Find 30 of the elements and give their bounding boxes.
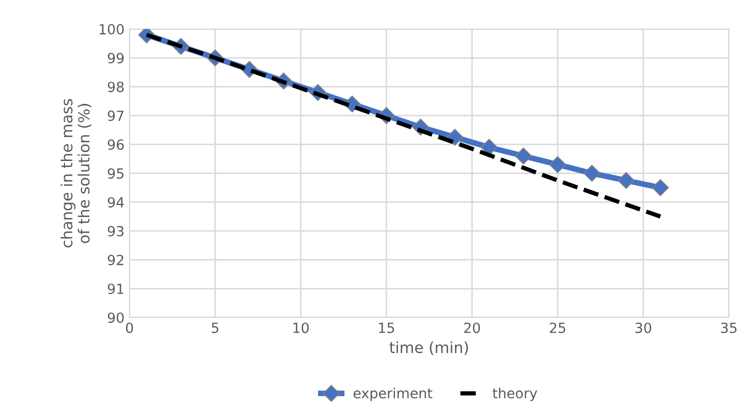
point	[446, 128, 464, 146]
x-tick-label: 25	[550, 322, 566, 334]
point	[549, 156, 566, 174]
x-tick-label: 30	[635, 322, 652, 334]
x-tick-label: 0	[126, 322, 133, 334]
point	[514, 148, 532, 164]
y-tick-label: 97	[108, 110, 124, 122]
y-tick-label: 93	[108, 226, 124, 236]
x-axis-title: time (min)	[390, 341, 468, 355]
x-tick-label: 15	[379, 322, 394, 334]
point	[652, 179, 669, 196]
y-tick-label: 95	[108, 168, 124, 179]
y-tick-label: 90	[108, 312, 124, 323]
y-axis-title: change in the mass of the solution (%)	[60, 99, 92, 248]
legend-label: experiment	[354, 388, 432, 402]
y-tick-label: 100	[100, 24, 124, 35]
point	[618, 172, 635, 189]
y-tick-label: 98	[108, 82, 124, 92]
y-tick-label: 94	[108, 197, 124, 208]
x-tick-label: 35	[721, 322, 737, 334]
point	[583, 164, 600, 182]
y-tick-label: 91	[108, 284, 124, 294]
legend-label: theory	[492, 388, 538, 402]
y-tick-label: 99	[108, 52, 124, 64]
y-tick-label: 96	[108, 139, 124, 150]
point	[480, 138, 498, 156]
x-tick-label: 10	[293, 322, 309, 334]
x-tick-label: 5	[212, 322, 218, 334]
y-tick-label: 92	[108, 254, 124, 266]
x-tick-label: 20	[464, 322, 480, 334]
